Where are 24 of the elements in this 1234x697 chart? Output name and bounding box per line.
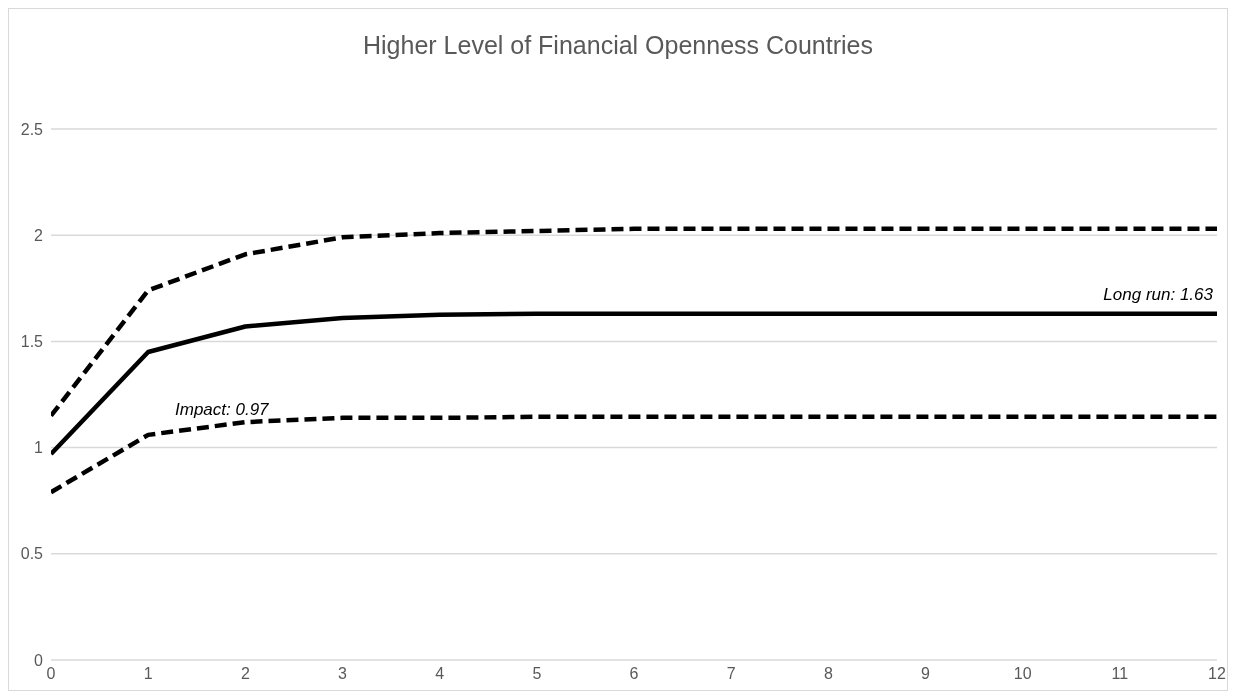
line-series [51,311,1217,457]
y-tick-label: 1 [34,439,44,457]
y-tick-label: 2 [34,226,44,244]
y-tick-label: 0 [34,651,44,669]
x-tick-label: 0 [46,665,56,683]
x-tick-label: 5 [532,665,542,683]
annotation: Impact: 0.97 [175,400,270,419]
x-tick-label: 9 [921,665,931,683]
chart-title: Higher Level of Financial Openness Countries [362,31,874,60]
x-tick-label: 3 [338,665,348,683]
x-tick-label: 7 [726,665,736,683]
x-tick-label: 1 [143,665,153,683]
x-tick-label: 8 [823,665,833,683]
y-tick-label: 1.5 [20,333,44,351]
y-tick-label: 2.5 [20,120,44,138]
line-series [51,226,1217,418]
x-tick-label: 2 [240,665,250,683]
x-tick-label: 11 [1111,665,1129,683]
x-tick-label: 4 [435,665,445,683]
x-tick-label: 10 [1013,665,1032,683]
x-tick-label: 6 [629,665,639,683]
x-tick-label: 12 [1208,665,1226,683]
annotation: Long run: 1.63 [1103,284,1214,304]
y-tick-label: 0.5 [20,545,44,563]
